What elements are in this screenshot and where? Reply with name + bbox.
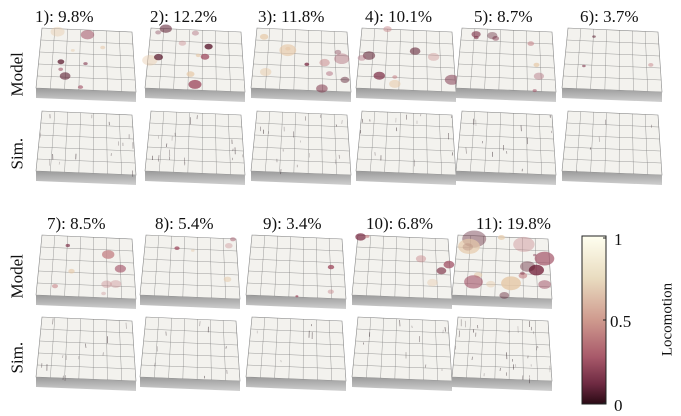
model-terrain-4 — [355, 26, 459, 102]
model-terrain-10 — [351, 233, 455, 309]
sim-terrain-10 — [351, 316, 453, 391]
row-label-model-top: Model — [7, 52, 27, 97]
panel-label-7: 7): 8.5% — [47, 214, 106, 233]
sim-terrain-7 — [35, 316, 137, 391]
model-terrain-6 — [561, 27, 663, 102]
panel-label-1: 1): 9.8% — [35, 7, 94, 26]
model-terrain-11 — [451, 230, 555, 309]
model-terrain-3 — [250, 27, 352, 102]
row-label-sim-bottom: Sim. — [7, 341, 27, 374]
sim-terrain-3 — [250, 110, 352, 185]
panel-label-4: 4): 10.1% — [365, 7, 433, 26]
sim-terrain-8 — [139, 316, 241, 391]
panel-label-11: 11): 19.8% — [476, 214, 551, 233]
colorbar-tick-label-0: 0 — [614, 396, 623, 415]
model-terrain-2 — [142, 24, 246, 102]
sim-terrain-9 — [245, 316, 347, 391]
colorbar — [581, 235, 607, 405]
colorbar-title: Locomotion — [659, 282, 676, 357]
sim-terrain-2 — [144, 110, 246, 185]
colorbar-tick-label-1: 1 — [614, 230, 623, 249]
panel-label-10: 10): 6.8% — [366, 214, 434, 233]
panel-label-6: 6): 3.7% — [580, 7, 639, 26]
row-label-sim-top: Sim. — [7, 137, 27, 170]
sim-terrain-5 — [455, 110, 557, 185]
panel-label-8: 8): 5.4% — [155, 214, 214, 233]
panel-label-5: 5): 8.7% — [474, 7, 533, 26]
sim-terrain-11 — [451, 316, 553, 391]
panel-label-9: 9): 3.4% — [263, 214, 322, 233]
model-terrain-7 — [35, 234, 137, 309]
model-terrain-8 — [139, 234, 241, 309]
model-terrain-5 — [455, 27, 557, 102]
sim-terrain-6 — [561, 110, 663, 185]
sim-terrain-4 — [355, 110, 457, 185]
panel-label-2: 2): 12.2% — [150, 7, 218, 26]
colorbar-tick-label-05: 0.5 — [610, 312, 632, 331]
sim-terrain-1 — [35, 110, 137, 185]
model-terrain-9 — [245, 234, 347, 309]
panel-label-3: 3): 11.8% — [258, 7, 325, 26]
model-terrain-1 — [35, 26, 137, 102]
row-label-model-bottom: Model — [7, 254, 27, 299]
